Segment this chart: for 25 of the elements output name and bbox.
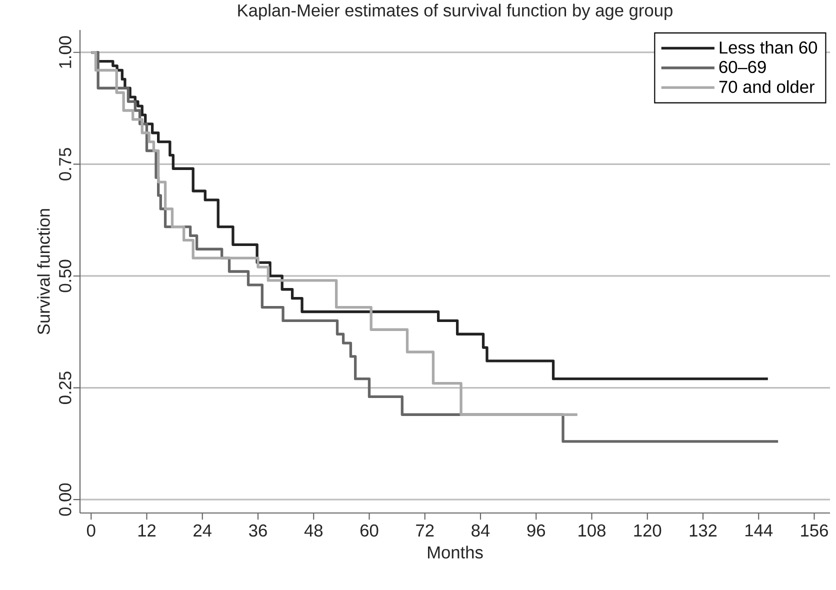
x-tick-label: 72: [416, 524, 434, 536]
x-tick-label: 60: [360, 524, 378, 537]
legend-label: Less than 60: [720, 40, 818, 54]
y-tick-label: 0.25: [59, 372, 72, 404]
legend-label: 70 and older: [719, 80, 814, 94]
y-tick-label: 0.00: [59, 483, 72, 516]
chart-title: Kaplan-Meier estimates of survival function by age group: [238, 4, 672, 20]
y-tick-label: 0.50: [59, 260, 72, 292]
x-tick-label: 24: [194, 524, 212, 536]
y-axis-title: Survival function: [37, 209, 50, 334]
y-tick-label: 0.75: [59, 148, 72, 180]
x-axis-title: Months: [428, 546, 483, 559]
x-tick-label: 144: [745, 524, 773, 536]
x-tick-label: 156: [801, 524, 828, 537]
x-tick-label: 120: [634, 524, 662, 537]
x-tick-label: 12: [138, 524, 156, 536]
x-tick-label: 0: [86, 524, 96, 537]
x-tick-label: 48: [304, 524, 323, 537]
legend-label: 60–69: [719, 60, 766, 74]
x-tick-label: 96: [527, 524, 546, 537]
x-tick-label: 36: [249, 524, 267, 537]
x-tick-label: 84: [472, 524, 490, 537]
x-tick-label: 108: [578, 524, 606, 537]
y-tick-label: 1.00: [59, 36, 72, 68]
x-tick-label: 132: [690, 524, 717, 537]
